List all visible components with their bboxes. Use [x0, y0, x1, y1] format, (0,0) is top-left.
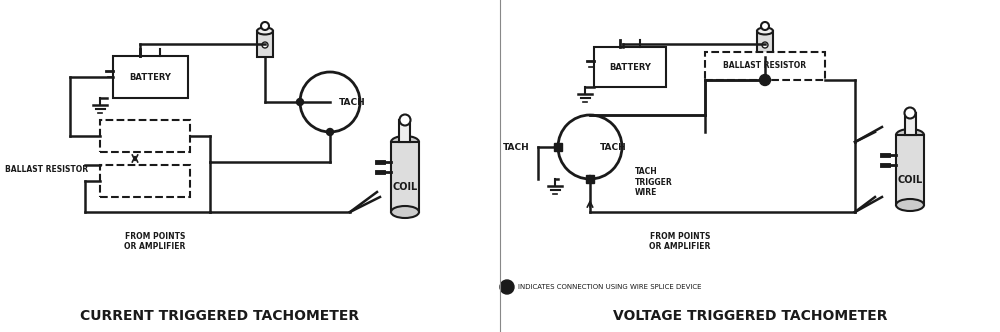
Bar: [586, 175, 594, 183]
Text: CURRENT TRIGGERED TACHOMETER: CURRENT TRIGGERED TACHOMETER: [80, 309, 360, 323]
Ellipse shape: [257, 28, 273, 35]
Text: BATTERY: BATTERY: [129, 72, 171, 81]
Text: TACH: TACH: [600, 142, 626, 151]
Bar: [705, 52, 825, 80]
Bar: [554, 143, 562, 151]
Circle shape: [500, 280, 514, 294]
Circle shape: [762, 42, 768, 48]
Bar: [112, 56, 188, 98]
Text: BALLAST RESISTOR: BALLAST RESISTOR: [723, 61, 807, 70]
Bar: [399, 120, 410, 142]
Circle shape: [300, 72, 360, 132]
Circle shape: [326, 128, 334, 135]
Circle shape: [400, 115, 411, 125]
Text: FROM POINTS
OR AMPLIFIER: FROM POINTS OR AMPLIFIER: [124, 232, 186, 251]
Bar: [100, 120, 190, 152]
Circle shape: [262, 42, 268, 48]
Circle shape: [558, 115, 622, 179]
Text: BATTERY: BATTERY: [609, 62, 651, 71]
Circle shape: [761, 22, 769, 30]
Circle shape: [904, 108, 916, 119]
Ellipse shape: [391, 136, 419, 148]
Ellipse shape: [391, 206, 419, 218]
Text: FROM POINTS
OR AMPLIFIER: FROM POINTS OR AMPLIFIER: [649, 232, 711, 251]
Bar: [757, 31, 773, 57]
Circle shape: [296, 99, 304, 106]
Text: TACH
TRIGGER
WIRE: TACH TRIGGER WIRE: [635, 167, 673, 197]
Text: COIL: COIL: [897, 175, 923, 185]
Bar: [257, 31, 273, 57]
Text: TACH: TACH: [503, 142, 530, 151]
Bar: [391, 142, 419, 212]
Bar: [904, 113, 916, 135]
Circle shape: [760, 74, 770, 86]
Bar: [896, 135, 924, 205]
Text: INDICATES CONNECTION USING WIRE SPLICE DEVICE: INDICATES CONNECTION USING WIRE SPLICE D…: [518, 284, 702, 290]
Circle shape: [261, 22, 269, 30]
Ellipse shape: [896, 129, 924, 141]
Circle shape: [586, 176, 594, 183]
Text: COIL: COIL: [392, 182, 418, 192]
Text: VOLTAGE TRIGGERED TACHOMETER: VOLTAGE TRIGGERED TACHOMETER: [613, 309, 887, 323]
Bar: [100, 165, 190, 197]
Ellipse shape: [757, 28, 773, 35]
Circle shape: [554, 143, 562, 150]
Text: TACH: TACH: [339, 98, 366, 107]
Bar: [594, 47, 666, 87]
Ellipse shape: [896, 199, 924, 211]
Text: BALLAST RESISTOR: BALLAST RESISTOR: [5, 165, 88, 175]
